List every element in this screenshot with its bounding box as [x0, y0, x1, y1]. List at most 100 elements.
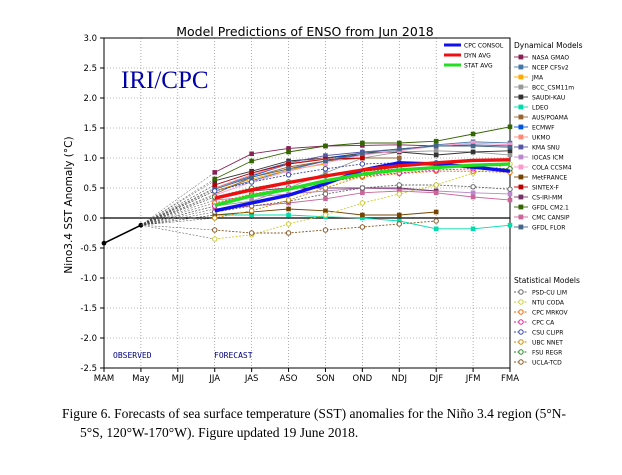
dyn-model-point — [212, 212, 218, 218]
dyn-model-point — [507, 152, 513, 158]
stat-model-point — [285, 230, 292, 236]
plot-frame — [103, 37, 511, 369]
dyn-model-point — [470, 140, 476, 146]
statistical-legend-swatch — [518, 289, 524, 295]
axis-layer: 3.0 2.5 2.0 1.5 1.0 0.5 0.0 -0.5 -1.0 -1.5 -2.0 -2.… — [80, 34, 519, 384]
y-tick-label: 2.0 — [83, 94, 97, 104]
dyn-model-point — [323, 153, 328, 158]
dyn-model-point — [433, 209, 439, 215]
connector-line — [140, 190, 215, 226]
dynamical-legend-swatch — [518, 144, 524, 150]
dynamical-legend-swatch — [518, 174, 524, 180]
dyn-model-point — [323, 170, 328, 176]
stat-model-point — [322, 227, 329, 233]
connector-line — [140, 188, 215, 226]
dynamical-legend-swatch — [518, 84, 524, 90]
dyn-model-point — [249, 170, 254, 176]
statistical-legend-swatch — [518, 329, 524, 335]
dynamical-legend-label: MetFRANCE — [532, 175, 567, 182]
stat-model-point — [396, 221, 402, 227]
stat-model-point — [285, 221, 292, 227]
stat-model-point — [322, 191, 329, 197]
legend-layer: CPC CONSOL DYN AVG STAT AVG Dynamical Model… — [439, 38, 583, 367]
x-tick-label: MJJ — [172, 374, 184, 384]
connector-line — [140, 199, 215, 226]
y-tick-label: 2.5 — [83, 64, 97, 74]
stat-model-point — [322, 166, 329, 172]
dyn-model-point — [286, 206, 291, 212]
dyn-model-point — [507, 124, 513, 130]
connector-line — [140, 211, 215, 226]
dynamical-legend-swatch — [518, 124, 524, 130]
dyn-model-point — [323, 143, 328, 149]
y-tick-label: -1.5 — [80, 304, 97, 314]
enso-chart: Model Predictions of ENSO from Jun 2018 … — [63, 24, 583, 384]
stat-model-point — [396, 182, 402, 188]
dyn-model-point — [433, 190, 439, 196]
observed-point — [101, 240, 107, 246]
statistical-legend-label: CSU CLIPR — [532, 330, 563, 337]
stat-model-point — [212, 227, 218, 233]
stat-model-point — [212, 215, 218, 221]
dyn-model-point — [360, 212, 365, 218]
stat-model-point — [285, 172, 292, 178]
y-tick-label: 1.5 — [83, 124, 97, 134]
dyn-model-point — [507, 197, 513, 203]
stat-model-point — [322, 185, 329, 191]
statistical-legend-swatch — [518, 339, 524, 345]
x-tick-label: ASO — [280, 374, 298, 384]
dyn-model-point — [433, 143, 439, 149]
dyn-model-point — [396, 146, 402, 152]
stat-model-point — [359, 185, 366, 191]
dynamical-legend-swatch — [518, 64, 524, 70]
average-legend-label: STAT AVG — [464, 63, 493, 70]
dynamical-legend-swatch — [518, 104, 524, 110]
x-tick-label: JAS — [244, 374, 259, 384]
dynamical-legend-swatch — [518, 74, 524, 80]
statistical-legend-label: UBC NNET — [532, 340, 563, 347]
dynamical-legend-swatch — [518, 194, 524, 200]
dyn-model-point — [249, 212, 254, 218]
connector-line — [140, 224, 215, 231]
dyn-model-point — [470, 131, 476, 137]
stat-model-point — [470, 184, 476, 190]
dyn-model-point — [433, 148, 439, 154]
dyn-model-point — [323, 158, 328, 164]
dynamical-legend-label: KMA SNU — [532, 145, 560, 152]
dynamical-legend-swatch — [518, 204, 524, 210]
statistical-legend-swatch — [518, 299, 524, 305]
dynamical-legend-label: AUS/POAMA — [532, 115, 569, 122]
statistical-legend-swatch — [518, 359, 524, 365]
dynamical-legend-label: JMA — [531, 75, 544, 82]
y-tick-label: -2.0 — [80, 334, 97, 344]
dynamical-legend-swatch — [518, 134, 524, 140]
dynamical-legend-label: CS-IRI-MM — [532, 195, 562, 202]
dyn-model-point — [212, 197, 218, 203]
connector-line — [140, 214, 215, 226]
dynamical-legend-swatch — [518, 184, 524, 190]
stat-model-line — [214, 169, 400, 219]
dyn-model-point — [507, 191, 513, 197]
dyn-model-point — [507, 222, 513, 228]
dynamical-legend-swatch — [518, 154, 524, 160]
dyn-model-point — [249, 198, 254, 204]
stat-model-point — [359, 224, 366, 230]
dyn-model-point — [396, 218, 402, 224]
stat-model-point — [285, 197, 292, 203]
dyn-model-point — [507, 144, 513, 150]
observed-label: OBSERVED — [113, 351, 152, 360]
connector-line — [140, 184, 215, 226]
dynamical-legend-swatch — [518, 114, 524, 120]
dyn-model-point — [323, 188, 328, 194]
connector-line — [140, 217, 215, 226]
dyn-model-point — [396, 212, 402, 218]
dynamical-legend-label: SINTEX-F — [532, 185, 559, 192]
statistical-legend-label: PSD-CU LIM — [532, 290, 567, 297]
dynamical-legend-label: SAUDI-KAU — [532, 95, 565, 102]
dyn-model-point — [470, 143, 476, 149]
dyn-model-point — [286, 161, 291, 167]
dyn-model-point — [360, 143, 365, 148]
stat-model-point — [212, 236, 218, 242]
dyn-model-point — [249, 174, 254, 180]
dynamical-legend-swatch — [518, 94, 524, 100]
